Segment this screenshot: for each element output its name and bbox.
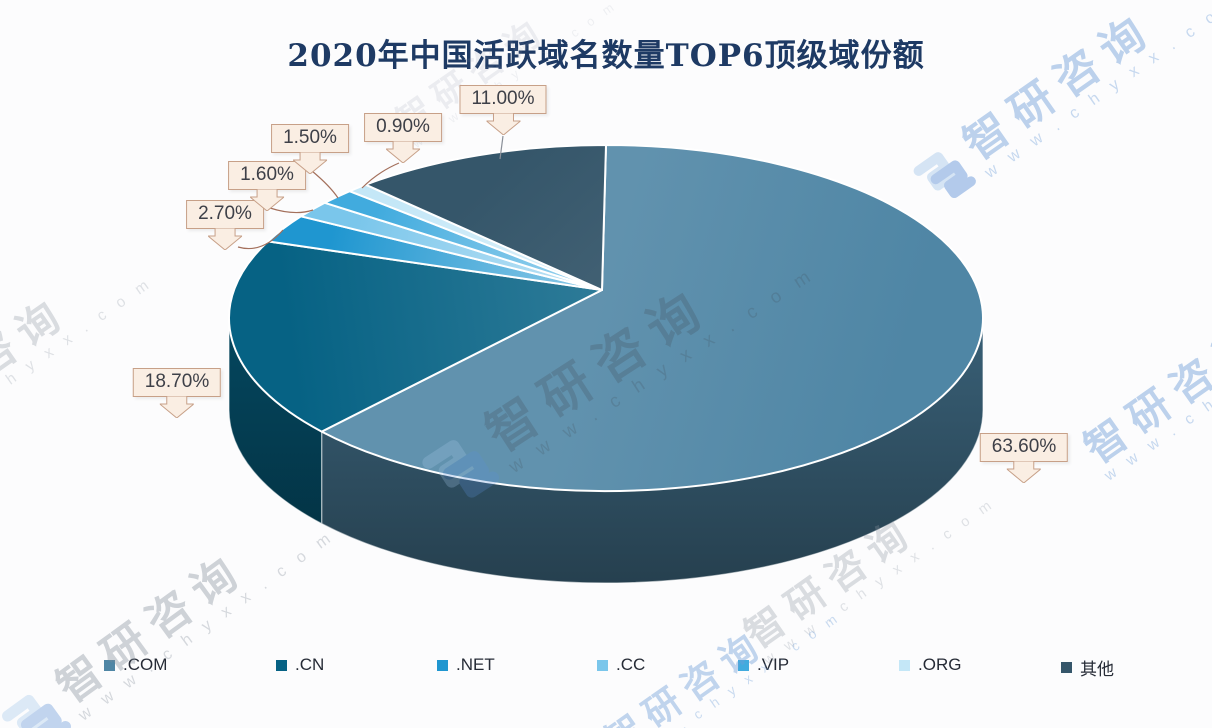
legend-swatch-cn: [276, 659, 287, 671]
legend-item-org: .ORG: [899, 655, 961, 675]
leader-line-other: [499, 135, 504, 160]
leader-line-org: [361, 162, 400, 189]
legend-item-vip: .VIP: [738, 655, 789, 675]
chart-title: 2020年中国活跃域名数量TOP6顶级域份额: [287, 38, 925, 74]
legend-swatch-com: [104, 659, 115, 671]
legend-item-other: 其他: [1061, 655, 1114, 680]
legend-label-org: .ORG: [918, 655, 962, 674]
legend-swatch-cc: [597, 659, 608, 671]
legend-item-cc: .CC: [597, 655, 645, 675]
leader-line-vip: [311, 170, 339, 199]
chart-legend: .COM .CN .NET .CC .VIP .ORG 其他: [0, 650, 1212, 684]
legend-label-vip: .VIP: [757, 655, 790, 674]
legend-swatch-other: [1061, 662, 1072, 673]
legend-swatch-net: [437, 659, 448, 671]
legend-label-other: 其他: [1080, 660, 1114, 679]
legend-item-com: .COM: [104, 655, 167, 675]
legend-label-com: .COM: [123, 655, 168, 674]
legend-label-cc: .CC: [616, 655, 646, 674]
legend-item-cn: .CN: [276, 655, 324, 675]
legend-label-cn: .CN: [295, 655, 325, 674]
pie-slice-com: [320, 144, 984, 492]
legend-swatch-vip: [738, 659, 749, 671]
legend-item-net: .NET: [437, 655, 495, 675]
legend-swatch-org: [899, 659, 910, 671]
pie-slice-other: [364, 144, 607, 291]
pie-slice-cn: [228, 240, 603, 433]
leader-line-cc: [269, 207, 314, 214]
legend-label-net: .NET: [456, 655, 495, 674]
